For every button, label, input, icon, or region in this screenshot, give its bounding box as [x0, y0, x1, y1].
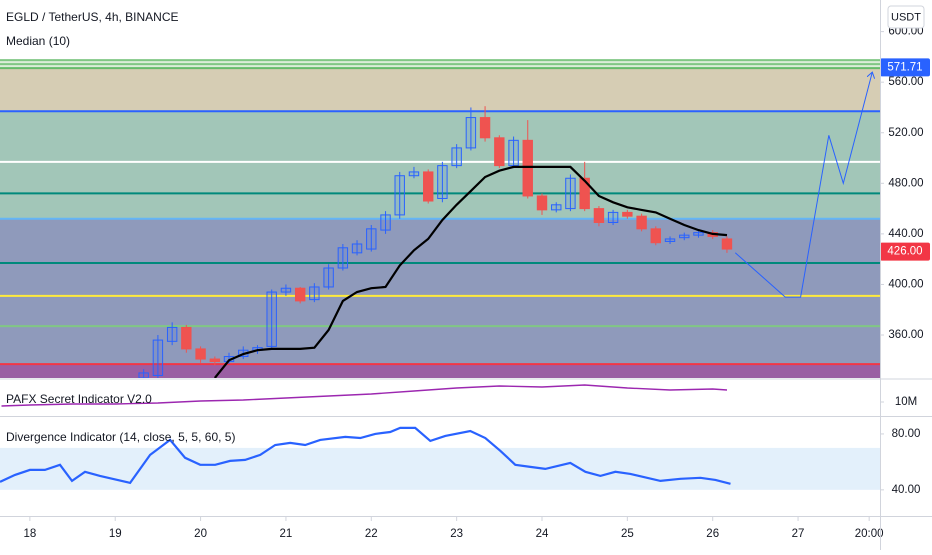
candle-body — [636, 215, 647, 230]
candle-body — [721, 238, 733, 250]
candle-body — [522, 139, 533, 197]
median-line — [213, 165, 728, 378]
x-tick-label: 21 — [280, 528, 293, 540]
candle-body — [195, 348, 206, 360]
price-label-box — [880, 58, 930, 77]
y-tick-label: 360.00 — [888, 329, 923, 341]
x-tick-label: 20 — [194, 528, 207, 540]
x-tick-label: 27 — [792, 528, 805, 540]
candle-body — [593, 208, 605, 224]
price-label: 426.00 — [887, 246, 922, 258]
candle-body — [266, 291, 277, 347]
x-tick-label: 26 — [706, 528, 719, 540]
candle-body — [565, 177, 576, 210]
x-tick-label: 24 — [536, 528, 549, 540]
candle-body — [294, 287, 306, 302]
zone — [0, 218, 880, 365]
zone — [0, 111, 880, 219]
x-tick-label: 22 — [365, 528, 378, 540]
x-tick-label: 18 — [23, 528, 36, 540]
y-tick-label: 600.00 — [888, 26, 923, 38]
candle-body — [408, 171, 420, 177]
candle-body — [337, 247, 349, 269]
indicator-line — [0, 426, 731, 485]
currency: USDT — [891, 11, 921, 23]
currency-box[interactable] — [887, 5, 925, 29]
indicator-line — [1, 384, 728, 407]
chart-title: EGLD / TetherUS, 4h, BINANCE — [6, 10, 179, 24]
y-tick-label: 400.00 — [888, 278, 923, 290]
candle-body — [394, 175, 405, 216]
indicator-band — [0, 447, 880, 490]
projection-path — [734, 72, 872, 298]
candle-body — [607, 211, 619, 224]
candle-body — [152, 339, 164, 376]
candle-body — [423, 171, 434, 202]
x-tick-label: 19 — [109, 528, 122, 540]
y-tick-label: 440.00 — [888, 228, 923, 240]
candle-body — [209, 358, 221, 363]
x-tick-label: 25 — [621, 528, 634, 540]
indicator-title: PAFX Secret Indicator V2.0 — [6, 392, 152, 406]
x-tick-label: 23 — [450, 528, 463, 540]
candle-body — [351, 243, 363, 254]
candle-body — [451, 147, 462, 167]
y-tick-label: 40.00 — [892, 484, 921, 496]
overlay-title: Median (10) — [6, 34, 70, 48]
zone — [0, 364, 880, 378]
candle-body — [664, 238, 676, 242]
candle-body — [280, 287, 292, 293]
candle-body — [650, 228, 661, 244]
candle-body — [508, 139, 519, 167]
candle-body — [166, 326, 178, 342]
candle-body — [679, 234, 690, 239]
candle-body — [536, 195, 548, 211]
candle-body — [437, 165, 448, 199]
candle-body — [465, 117, 477, 149]
x-tick-label: 20:00 — [855, 528, 884, 540]
y-tick-label: 520.00 — [888, 127, 923, 139]
candle-body — [323, 267, 334, 288]
candle-body — [479, 117, 491, 139]
candle-body — [366, 228, 377, 250]
y-tick-label: 10M — [895, 396, 917, 408]
zone — [0, 68, 880, 112]
price-label-box — [880, 242, 930, 261]
candle-body — [693, 232, 704, 236]
candle-body — [309, 286, 320, 301]
candle-body — [181, 326, 192, 350]
candle-body — [551, 204, 562, 211]
candle-body — [579, 177, 590, 210]
y-tick-label: 80.00 — [892, 428, 921, 440]
y-tick-label: 560.00 — [888, 76, 923, 88]
indicator-title: Divergence Indicator (14, close, 5, 5, 6… — [6, 430, 235, 444]
candle-body — [138, 372, 149, 378]
candle-body — [622, 211, 633, 217]
price-label: 571.71 — [887, 61, 922, 73]
candle-body — [380, 214, 391, 231]
y-tick-label: 480.00 — [888, 177, 923, 189]
candle-body — [494, 137, 505, 167]
